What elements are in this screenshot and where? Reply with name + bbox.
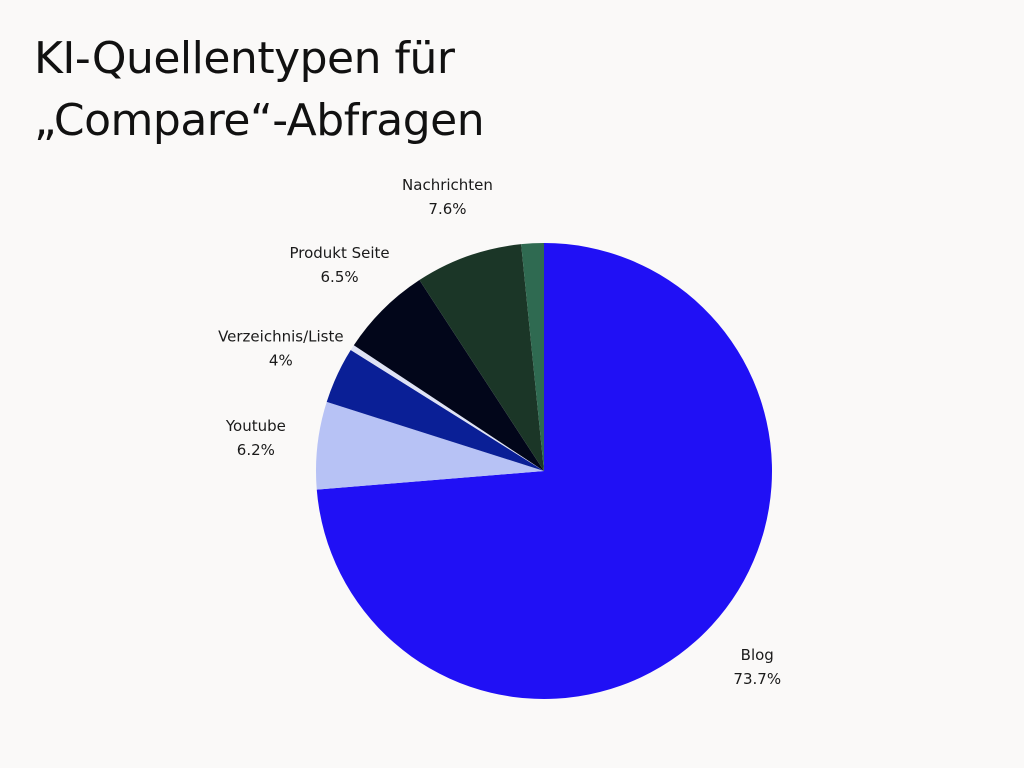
pie-slice-nachrichten: [419, 244, 544, 471]
slice-value-produkt-seite: 6.5%: [321, 268, 359, 286]
pie-slice-youtube: [316, 401, 544, 490]
slice-label-blog: Blog: [741, 646, 774, 664]
pie-slice-produkt-seite: [353, 280, 544, 471]
slice-label-nachrichten: Nachrichten: [402, 176, 493, 194]
pie-slice-unlabeled-6: [521, 243, 544, 471]
chart-title-line-1: KI-Quellentypen für: [34, 33, 455, 84]
pie-labels: Blog 73.7% Youtube 6.2% Verzeichnis/Liste 4% P…: [218, 176, 781, 688]
pie-slices: [316, 243, 772, 699]
slice-value-verzeichnis-liste: 4%: [269, 352, 293, 370]
pie-slice-unlabeled-3: [350, 345, 544, 471]
pie-slice-verzeichnis-liste: [326, 350, 544, 471]
chart-title-line-2: „Compare“-Abfragen: [34, 95, 485, 146]
slice-label-produkt-seite: Produkt Seite: [289, 244, 389, 262]
chart-title: KI-Quellentypen für „Compare“-Abfragen: [34, 28, 485, 152]
slice-value-blog: 73.7%: [733, 670, 781, 688]
slice-value-youtube: 6.2%: [237, 441, 275, 459]
slice-value-nachrichten: 7.6%: [428, 200, 466, 218]
slice-label-youtube: Youtube: [225, 417, 286, 435]
slice-label-verzeichnis-liste: Verzeichnis/Liste: [218, 328, 344, 346]
pie-slice-blog: [316, 243, 772, 699]
